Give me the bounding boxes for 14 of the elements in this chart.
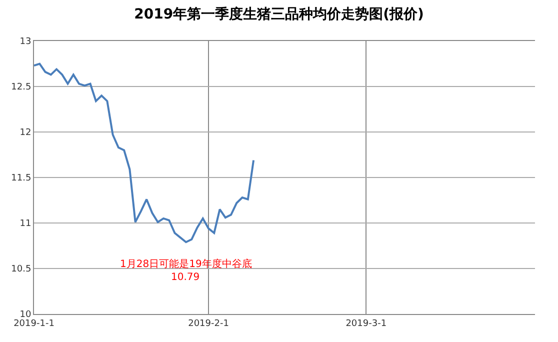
y-tick-label: 12 [20, 128, 32, 138]
y-tick-label: 13 [20, 37, 32, 48]
y-tick-label: 11 [20, 219, 32, 230]
x-tick-label: 2019-3-1 [346, 318, 387, 329]
y-tick-label: 11.5 [11, 174, 32, 184]
chart-title: 2019年第一季度生猪三品种均价走势图(报价) [134, 5, 424, 22]
y-tick-label: 12.5 [11, 82, 32, 93]
line-series [34, 62, 255, 244]
annotation: 1月28日可能是19年度中谷底 [120, 258, 252, 270]
x-tick-label: 2019-2-1 [188, 318, 229, 329]
annotation: 10.79 [171, 272, 200, 283]
y-tick-label: 10 [20, 310, 32, 320]
x-tick-label: 2019-1-1 [14, 318, 54, 329]
y-tick-label: 10.5 [11, 264, 32, 275]
